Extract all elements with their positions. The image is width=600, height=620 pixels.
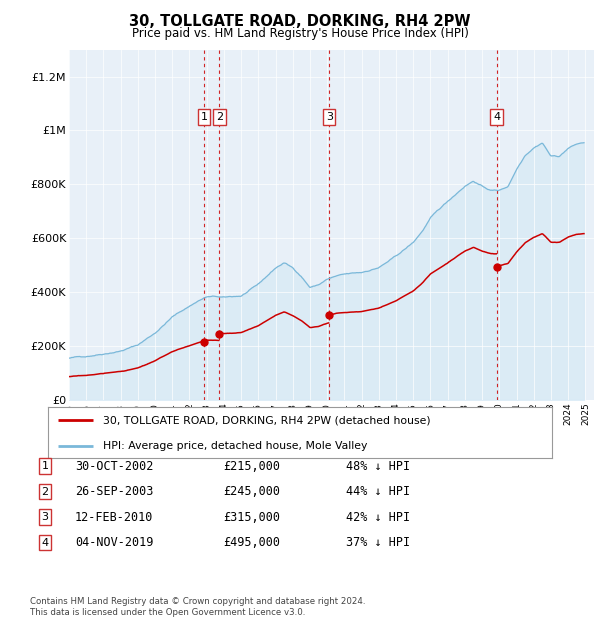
Text: 04-NOV-2019: 04-NOV-2019 [75,536,153,549]
Text: £315,000: £315,000 [223,511,281,523]
Text: 2: 2 [216,112,223,122]
Text: 26-SEP-2003: 26-SEP-2003 [75,485,153,498]
Text: 30, TOLLGATE ROAD, DORKING, RH4 2PW (detached house): 30, TOLLGATE ROAD, DORKING, RH4 2PW (det… [103,415,431,425]
Text: £495,000: £495,000 [223,536,281,549]
Text: £245,000: £245,000 [223,485,281,498]
Text: 1: 1 [200,112,208,122]
Text: 4: 4 [493,112,500,122]
Text: 37% ↓ HPI: 37% ↓ HPI [346,536,410,549]
Text: 44% ↓ HPI: 44% ↓ HPI [346,485,410,498]
Text: 30-OCT-2002: 30-OCT-2002 [75,460,153,472]
Text: 3: 3 [41,512,49,522]
Text: Contains HM Land Registry data © Crown copyright and database right 2024.
This d: Contains HM Land Registry data © Crown c… [30,598,365,617]
Text: 30, TOLLGATE ROAD, DORKING, RH4 2PW: 30, TOLLGATE ROAD, DORKING, RH4 2PW [129,14,471,29]
Text: Price paid vs. HM Land Registry's House Price Index (HPI): Price paid vs. HM Land Registry's House … [131,27,469,40]
Text: HPI: Average price, detached house, Mole Valley: HPI: Average price, detached house, Mole… [103,441,368,451]
Text: 2: 2 [41,487,49,497]
Text: 3: 3 [326,112,333,122]
Text: 4: 4 [41,538,49,547]
Text: 1: 1 [41,461,49,471]
Text: 48% ↓ HPI: 48% ↓ HPI [346,460,410,472]
Text: £215,000: £215,000 [223,460,281,472]
Text: 42% ↓ HPI: 42% ↓ HPI [346,511,410,523]
Text: 12-FEB-2010: 12-FEB-2010 [75,511,153,523]
